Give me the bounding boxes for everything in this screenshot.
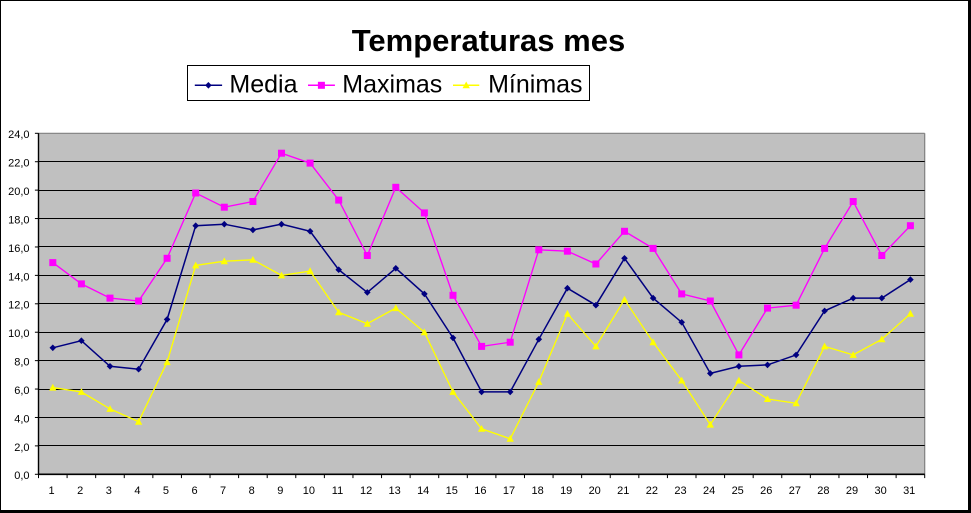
svg-text:2,0: 2,0 bbox=[14, 442, 29, 454]
svg-text:Mínimas: Mínimas bbox=[488, 71, 582, 99]
svg-text:23: 23 bbox=[674, 485, 686, 497]
svg-text:25: 25 bbox=[732, 485, 744, 497]
svg-text:18,0: 18,0 bbox=[8, 215, 29, 227]
svg-text:16: 16 bbox=[474, 485, 486, 497]
svg-text:28: 28 bbox=[817, 485, 829, 497]
svg-text:18: 18 bbox=[531, 485, 543, 497]
svg-text:22: 22 bbox=[646, 485, 658, 497]
svg-text:26: 26 bbox=[760, 485, 772, 497]
svg-text:0,0: 0,0 bbox=[14, 470, 29, 482]
svg-text:Temperaturas mes: Temperaturas mes bbox=[352, 23, 625, 58]
svg-text:30: 30 bbox=[874, 485, 886, 497]
svg-text:7: 7 bbox=[220, 485, 226, 497]
svg-text:Maximas: Maximas bbox=[342, 71, 442, 99]
svg-text:17: 17 bbox=[503, 485, 515, 497]
svg-text:12,0: 12,0 bbox=[8, 300, 29, 312]
svg-text:Media: Media bbox=[229, 71, 297, 99]
svg-text:4: 4 bbox=[134, 485, 140, 497]
svg-text:29: 29 bbox=[846, 485, 858, 497]
svg-text:14: 14 bbox=[417, 485, 429, 497]
svg-text:8: 8 bbox=[249, 485, 255, 497]
svg-text:15: 15 bbox=[446, 485, 458, 497]
svg-text:10: 10 bbox=[303, 485, 315, 497]
svg-text:6,0: 6,0 bbox=[14, 385, 29, 397]
svg-text:24: 24 bbox=[703, 485, 715, 497]
svg-text:4,0: 4,0 bbox=[14, 413, 29, 425]
svg-text:20: 20 bbox=[589, 485, 601, 497]
svg-text:20,0: 20,0 bbox=[8, 186, 29, 198]
svg-text:24,0: 24,0 bbox=[8, 129, 29, 141]
svg-text:3: 3 bbox=[106, 485, 112, 497]
svg-text:27: 27 bbox=[789, 485, 801, 497]
svg-text:13: 13 bbox=[388, 485, 400, 497]
svg-text:22,0: 22,0 bbox=[8, 158, 29, 170]
svg-text:8,0: 8,0 bbox=[14, 357, 29, 369]
svg-text:9: 9 bbox=[277, 485, 283, 497]
svg-text:14,0: 14,0 bbox=[8, 271, 29, 283]
svg-text:5: 5 bbox=[163, 485, 169, 497]
svg-text:31: 31 bbox=[903, 485, 915, 497]
svg-text:19: 19 bbox=[560, 485, 572, 497]
svg-text:6: 6 bbox=[191, 485, 197, 497]
svg-text:11: 11 bbox=[332, 485, 343, 497]
svg-text:16,0: 16,0 bbox=[8, 243, 29, 255]
svg-text:10,0: 10,0 bbox=[8, 328, 29, 340]
svg-text:12: 12 bbox=[360, 485, 372, 497]
svg-text:1: 1 bbox=[49, 485, 55, 497]
svg-text:2: 2 bbox=[77, 485, 83, 497]
svg-text:21: 21 bbox=[617, 485, 629, 497]
